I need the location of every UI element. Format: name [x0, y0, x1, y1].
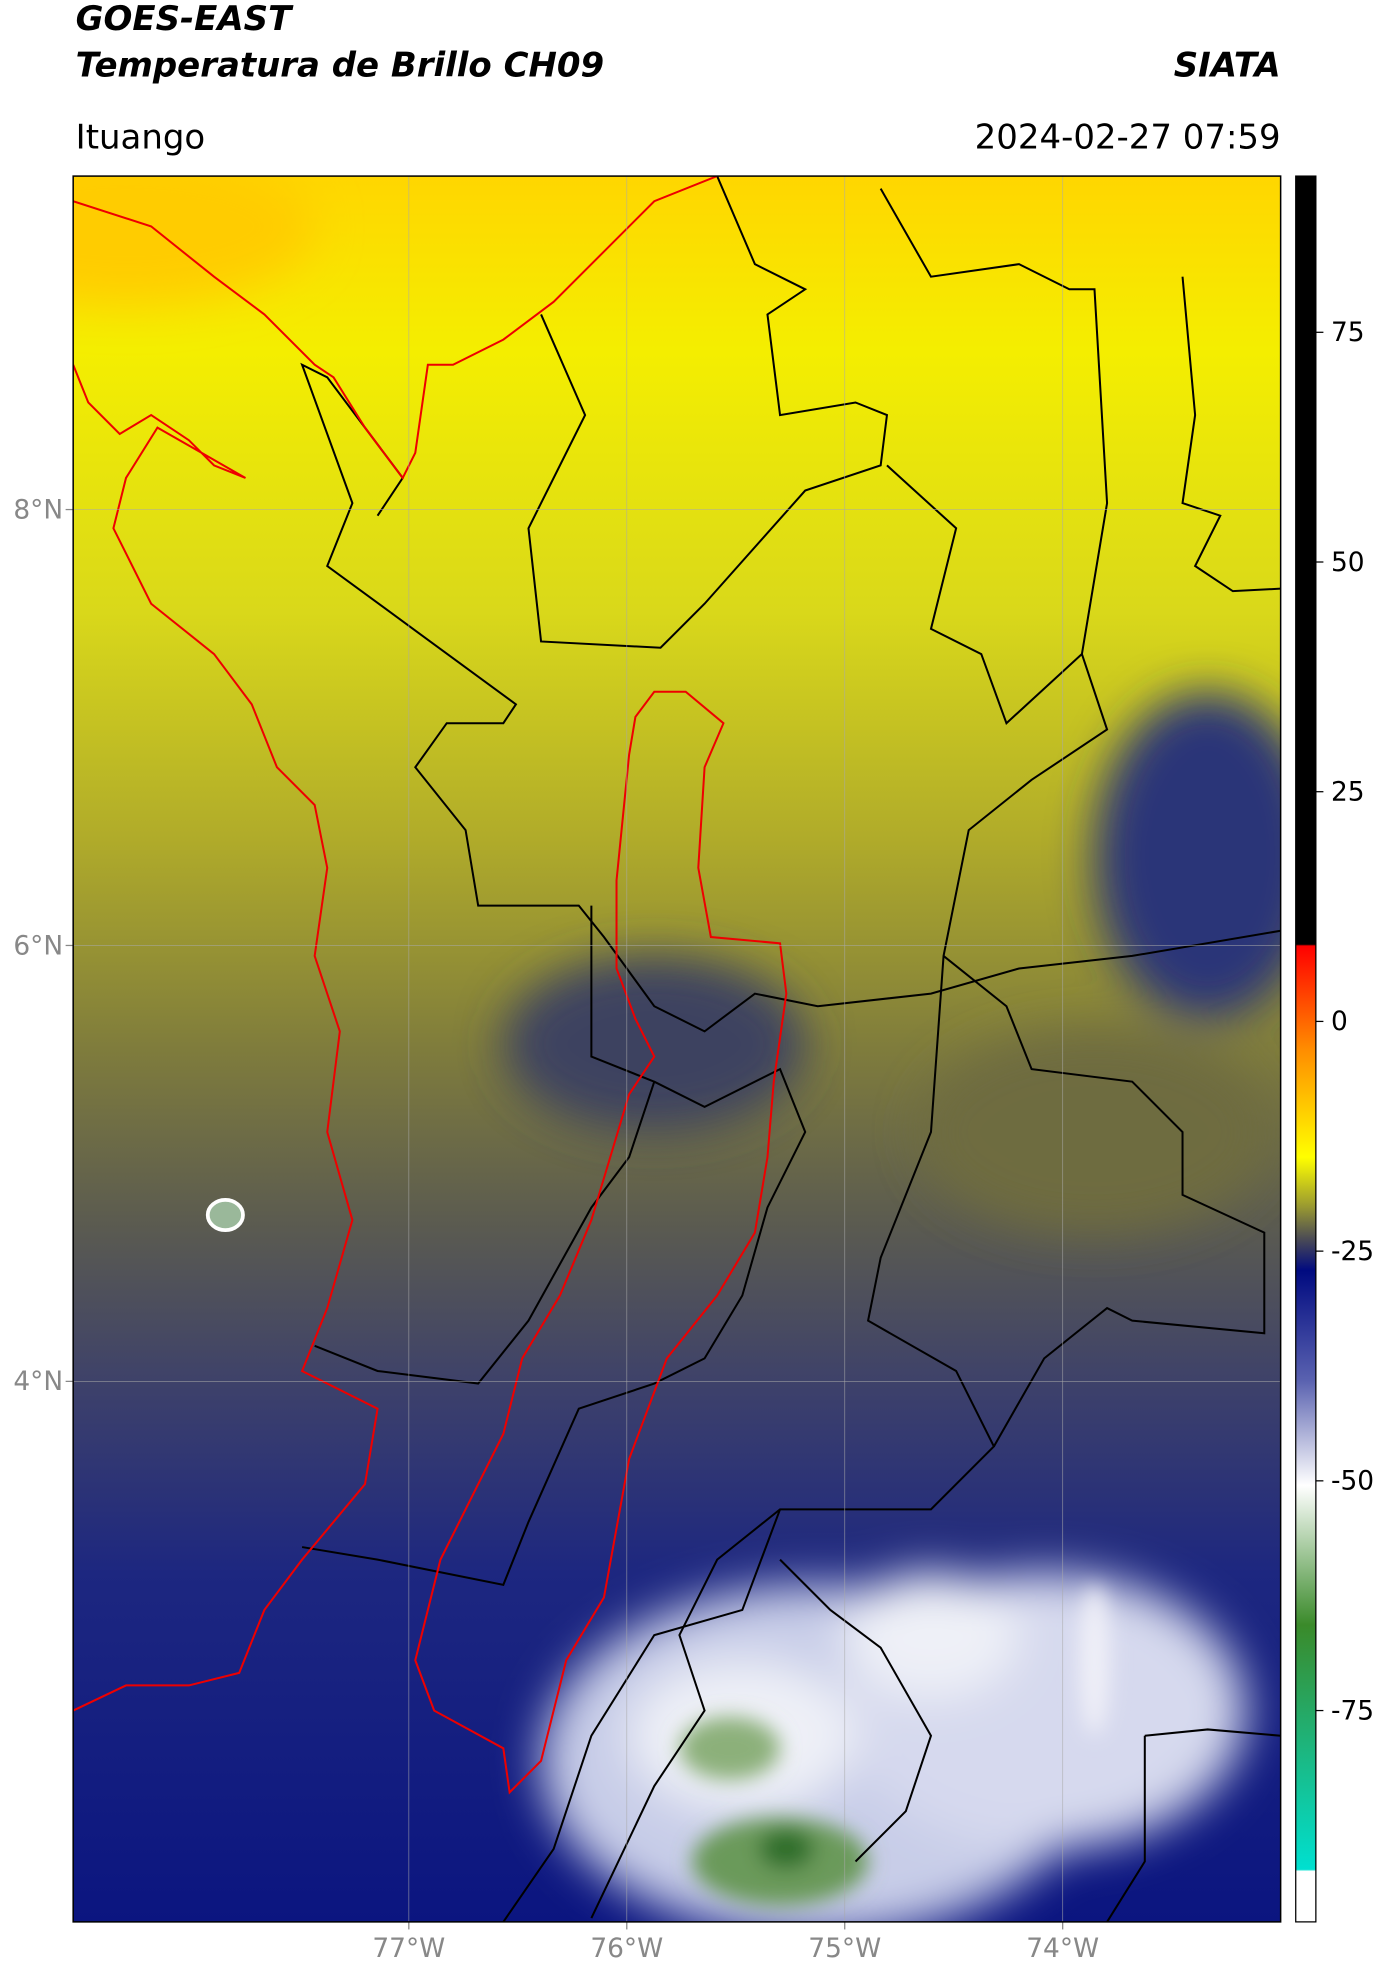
colorbar-tick-label: 0: [1331, 1006, 1348, 1037]
agency: SIATA: [1174, 46, 1281, 86]
colorbar: [1295, 175, 1317, 1923]
lat-tick-label: 4°N: [13, 1366, 63, 1397]
location: Ituango: [76, 117, 206, 157]
lat-tick-label: 8°N: [13, 494, 63, 525]
colorbar-tick-label: 75: [1331, 317, 1365, 348]
lon-tick-label: 75°W: [808, 1933, 881, 1964]
title: GOES-EAST: [76, 0, 294, 39]
lon-tick-label: 77°W: [372, 1933, 445, 1964]
borders: [300, 176, 1281, 1922]
map-frame: [72, 175, 1282, 1923]
colorbar-tick-label: -75: [1331, 1695, 1374, 1726]
cold-tops: [679, 1584, 1110, 1906]
cold-spot: [205, 1198, 245, 1232]
colorbar-tick-label: -25: [1331, 1236, 1374, 1267]
colorbar-ticks: 75 50 25 0 -25 -50 -75: [1315, 317, 1374, 1726]
lon-tick-label: 76°W: [590, 1933, 663, 1964]
graticule: 77°W 76°W 75°W 74°W 8°N 6°N 4°N: [13, 176, 1281, 1964]
map-image: [73, 176, 1281, 1922]
colorbar-tick-label: 50: [1331, 547, 1365, 578]
subtitle: Temperatura de Brillo CH09: [76, 46, 604, 86]
colorbar-tick-label: 25: [1331, 777, 1365, 808]
colorbar-tick-label: -50: [1331, 1466, 1374, 1497]
datetime: 2024-02-27 07:59: [975, 117, 1281, 157]
lat-tick-label: 6°N: [13, 930, 63, 961]
lon-tick-label: 74°W: [1026, 1933, 1099, 1964]
